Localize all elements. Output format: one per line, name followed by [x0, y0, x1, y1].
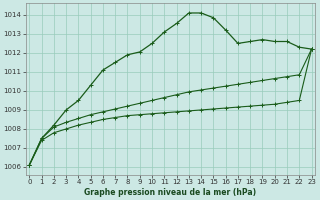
X-axis label: Graphe pression niveau de la mer (hPa): Graphe pression niveau de la mer (hPa) [84, 188, 257, 197]
